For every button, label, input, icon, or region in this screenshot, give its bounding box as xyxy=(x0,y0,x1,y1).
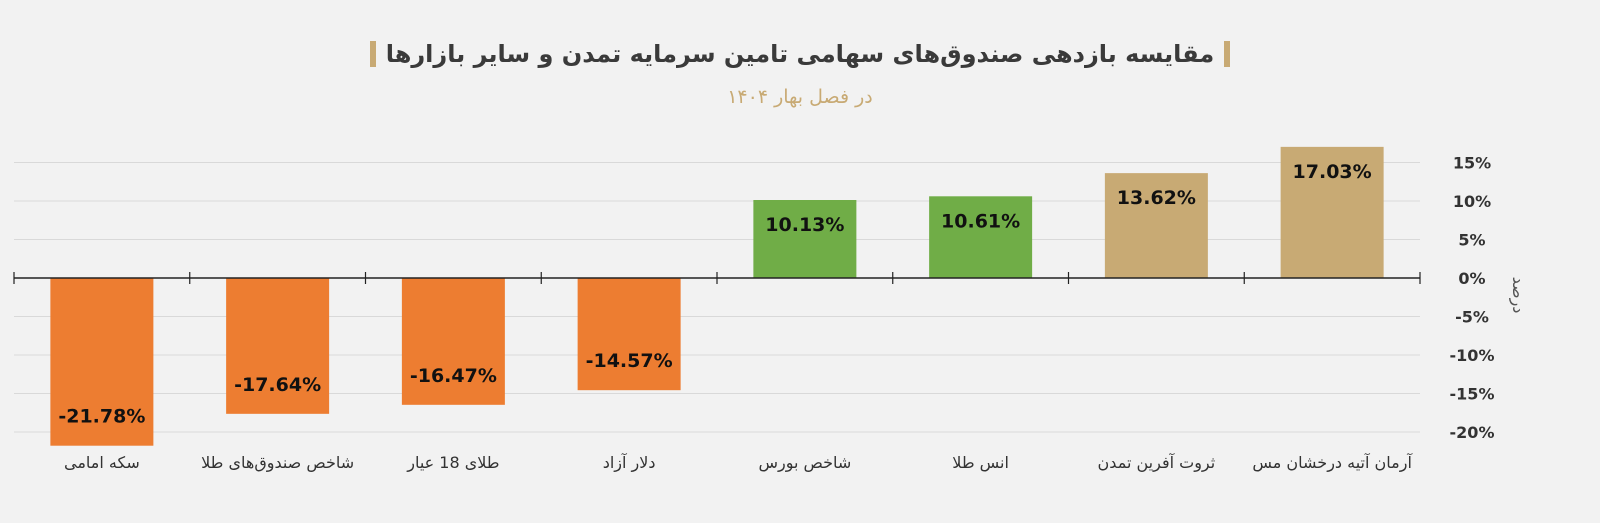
y-tick-label: 15% xyxy=(1453,154,1491,173)
category-label: شاخص صندوق‌های طلا xyxy=(201,453,354,473)
category-label: ثروت آفرین تمدن xyxy=(1098,453,1216,473)
y-tick-label: 10% xyxy=(1453,192,1491,211)
chart-subtitle: در فصل بهار ۱۴۰۴ xyxy=(727,86,873,108)
category-label: سکه امامی xyxy=(64,453,140,472)
bar-2 xyxy=(401,278,505,405)
category-label: انس طلا xyxy=(952,453,1009,473)
bar-4 xyxy=(753,199,857,278)
bar-0 xyxy=(50,278,154,446)
y-tick-label: -15% xyxy=(1450,385,1495,404)
category-label: طلای 18 عیار xyxy=(406,453,499,473)
category-label: دلار آزاد xyxy=(603,453,656,473)
data-label: 13.62% xyxy=(1117,187,1196,209)
bar-6 xyxy=(1104,173,1208,278)
title-bar-left xyxy=(1224,41,1231,67)
y-axis-title: درصد xyxy=(1508,277,1528,314)
chart-title: مقایسه بازدهی صندوق‌های سهامی تامین سرما… xyxy=(385,40,1215,68)
y-tick-label: -5% xyxy=(1455,308,1489,327)
title-bar-right xyxy=(369,41,376,67)
y-tick-label: -10% xyxy=(1450,346,1495,365)
data-label: 17.03% xyxy=(1293,161,1372,183)
y-tick-label: 0% xyxy=(1458,269,1485,288)
category-label: آرمان آتیه درخشان مس xyxy=(1252,453,1413,473)
bar-5 xyxy=(929,196,1033,278)
bar-3 xyxy=(577,278,681,391)
data-label: 10.61% xyxy=(941,210,1020,232)
data-label: -17.64% xyxy=(234,374,321,396)
data-label: 10.13% xyxy=(765,214,844,236)
title-area: مقایسه بازدهی صندوق‌های سهامی تامین سرما… xyxy=(0,40,1600,71)
y-tick-label: 5% xyxy=(1458,231,1485,250)
data-label: -21.78% xyxy=(58,406,145,428)
y-tick-label: -20% xyxy=(1450,423,1495,442)
data-label: -16.47% xyxy=(410,365,497,387)
title-row: مقایسه بازدهی صندوق‌های سهامی تامین سرما… xyxy=(369,40,1231,68)
bar-1 xyxy=(226,278,330,414)
bar-7 xyxy=(1280,146,1384,278)
category-label: شاخص بورس xyxy=(758,453,851,473)
data-label: -14.57% xyxy=(586,350,673,372)
